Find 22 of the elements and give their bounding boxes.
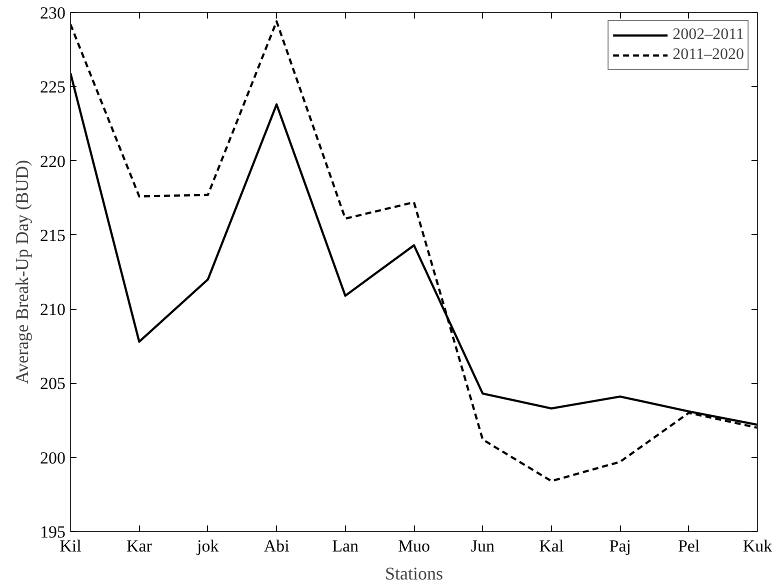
y-tick-label: 225 bbox=[40, 78, 66, 97]
x-tick-label: Jun bbox=[470, 536, 496, 556]
x-tick-label: jok bbox=[196, 536, 220, 556]
x-tick-label: Kar bbox=[126, 536, 152, 556]
y-axis-title: Average Break-Up Day (BUD) bbox=[12, 160, 32, 384]
legend-label: 2002–2011 bbox=[672, 26, 744, 44]
legend-label: 2011–2020 bbox=[672, 46, 744, 64]
x-tick-label: Abi bbox=[264, 536, 290, 556]
line-series bbox=[70, 20, 758, 482]
y-tick-label: 200 bbox=[40, 448, 66, 468]
x-axis-title: Stations bbox=[384, 564, 444, 584]
y-tick-label: 205 bbox=[40, 374, 66, 394]
x-tick-label: Paj bbox=[609, 536, 631, 556]
y-tick-label: 215 bbox=[40, 226, 66, 245]
y-tick-label: 210 bbox=[40, 300, 66, 320]
x-tick-label: Lan bbox=[332, 536, 360, 556]
x-tick-label: Kuk bbox=[742, 536, 773, 556]
x-tick-label: Pel bbox=[678, 536, 700, 556]
x-tick-label: Muo bbox=[398, 536, 430, 556]
y-tick-label: 220 bbox=[40, 152, 66, 171]
y-tick-label: 230 bbox=[40, 4, 66, 22]
x-tick-label: Kal bbox=[539, 536, 564, 556]
